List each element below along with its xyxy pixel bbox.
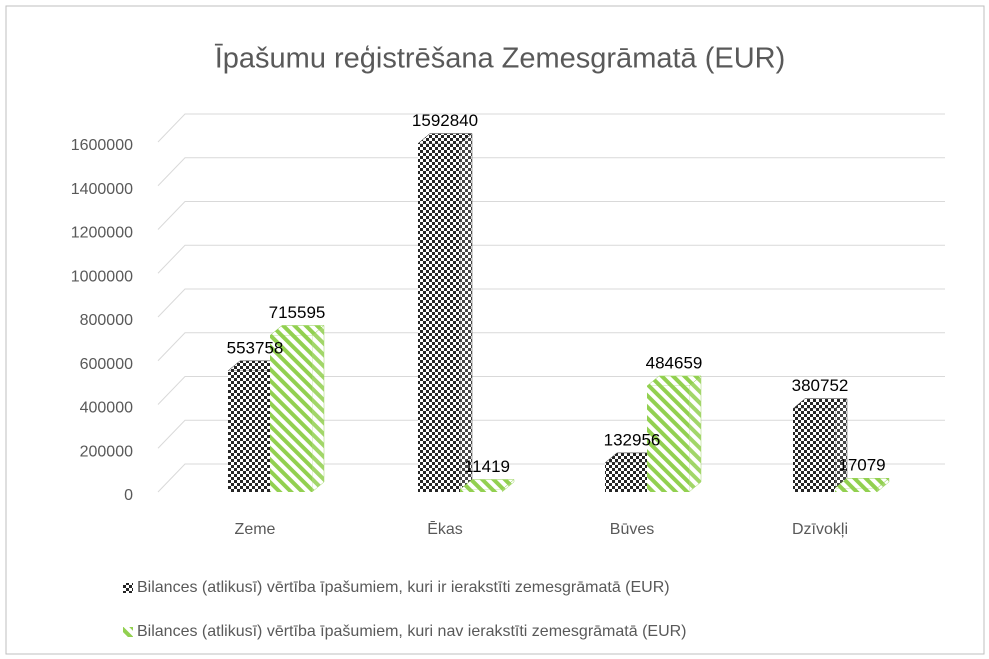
grid-line bbox=[157, 157, 945, 187]
legend-swatch bbox=[123, 583, 133, 593]
legend-label: Bilances (atlikusī) vērtība īpašumiem, k… bbox=[137, 623, 687, 640]
bar-face bbox=[228, 370, 270, 492]
data-label: 380752 bbox=[792, 376, 849, 395]
y-tick-label: 200000 bbox=[80, 443, 133, 460]
bar bbox=[417, 133, 473, 493]
bar bbox=[646, 375, 702, 493]
bar-face bbox=[834, 398, 848, 493]
y-tick-label: 600000 bbox=[80, 356, 133, 373]
y-tick-label: 1200000 bbox=[71, 225, 133, 242]
bar bbox=[834, 477, 890, 493]
chart-title: Īpašumu reģistrēšana Zemesgrāmatā (EUR) bbox=[215, 43, 786, 75]
bar-face bbox=[311, 324, 325, 493]
bar bbox=[459, 478, 515, 493]
chart-border bbox=[5, 5, 985, 655]
x-tick-label: Ēkas bbox=[427, 520, 463, 538]
y-tick-label: 400000 bbox=[80, 400, 133, 417]
legend-swatch bbox=[123, 627, 133, 637]
data-label: 17079 bbox=[838, 456, 885, 475]
grid-line bbox=[157, 113, 945, 143]
y-tick-label: 0 bbox=[124, 487, 133, 504]
x-tick-label: Zeme bbox=[235, 521, 276, 538]
bar bbox=[792, 398, 848, 493]
y-tick-label: 1600000 bbox=[71, 137, 133, 154]
data-label: 1592840 bbox=[412, 111, 478, 130]
grid-line bbox=[157, 244, 945, 274]
grid-line bbox=[157, 332, 945, 362]
bar-face bbox=[647, 385, 689, 492]
bar-face bbox=[688, 375, 702, 493]
x-tick-label: Dzīvokļi bbox=[792, 521, 848, 538]
y-tick-label: 1400000 bbox=[71, 181, 133, 198]
x-tick-label: Būves bbox=[610, 521, 654, 538]
data-label: 132956 bbox=[604, 430, 661, 449]
bar-face bbox=[418, 143, 460, 492]
data-label: 715595 bbox=[269, 303, 326, 322]
bar bbox=[269, 324, 325, 493]
bar-face bbox=[793, 408, 835, 492]
grid-line bbox=[157, 201, 945, 230]
legend-label: Bilances (atlikusī) vērtība īpašumiem, k… bbox=[137, 579, 670, 596]
y-tick-label: 800000 bbox=[80, 312, 133, 329]
bar-face bbox=[270, 335, 312, 492]
data-label: 553758 bbox=[227, 338, 284, 357]
data-label: 11419 bbox=[464, 457, 510, 476]
data-label: 484659 bbox=[646, 353, 703, 372]
bar-face bbox=[460, 489, 502, 492]
y-tick-label: 1000000 bbox=[71, 268, 133, 285]
bar-face bbox=[835, 488, 877, 492]
grid-line bbox=[157, 288, 945, 318]
bar-face bbox=[459, 133, 473, 493]
bar-face bbox=[605, 462, 647, 492]
